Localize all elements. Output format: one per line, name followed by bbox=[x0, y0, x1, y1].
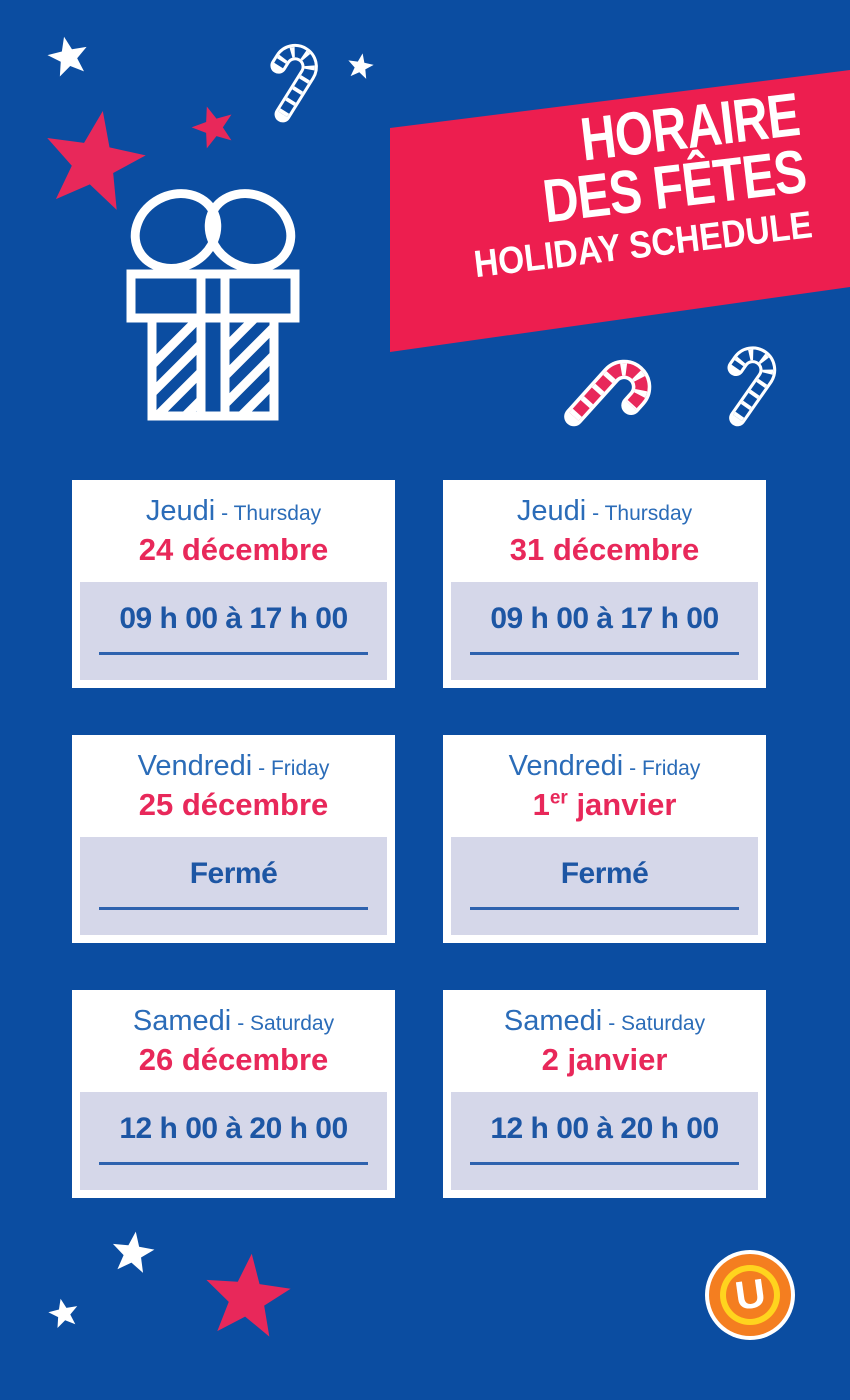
gift-icon bbox=[126, 189, 300, 421]
card-date: 24 décembre bbox=[139, 532, 329, 568]
logo-letter: U bbox=[731, 1271, 769, 1319]
divider-line bbox=[470, 1162, 739, 1165]
candy-cane-icon bbox=[564, 359, 652, 427]
day-en: - Thursday bbox=[592, 501, 693, 525]
card-hours-panel: 12 h 00 à 20 h 00 bbox=[451, 1092, 758, 1190]
day-en: - Friday bbox=[629, 756, 701, 780]
card-hours-panel: 09 h 00 à 17 h 00 bbox=[451, 582, 758, 680]
date-text: 2 janvier bbox=[541, 1041, 668, 1077]
schedule-card: Samedi - Saturday 26 décembre 12 h 00 à 2… bbox=[72, 990, 395, 1198]
star-icon bbox=[206, 1253, 291, 1337]
card-header: Vendredi - Friday 25 décembre bbox=[72, 735, 395, 837]
card-date: 25 décembre bbox=[139, 787, 329, 823]
day-en: - Friday bbox=[258, 756, 330, 780]
schedule-card: Vendredi - Friday 1er janvier Fermé bbox=[443, 735, 766, 943]
card-header: Samedi - Saturday 2 janvier bbox=[443, 990, 766, 1092]
schedule-card: Jeudi - Thursday 24 décembre 09 h 00 à 17… bbox=[72, 480, 395, 688]
candy-cane-icon bbox=[270, 44, 318, 123]
card-hours: 12 h 00 à 20 h 00 bbox=[119, 1112, 348, 1145]
date-text: 25 décembre bbox=[138, 786, 329, 822]
card-day-label: Samedi - Saturday bbox=[133, 1005, 334, 1040]
day-en: - Thursday bbox=[221, 501, 322, 525]
card-date: 26 décembre bbox=[139, 1042, 329, 1078]
schedule-card: Jeudi - Thursday 31 décembre 09 h 00 à 17… bbox=[443, 480, 766, 688]
day-fr: Vendredi bbox=[137, 749, 253, 782]
card-date: 1er janvier bbox=[533, 787, 677, 823]
card-hours-panel: Fermé bbox=[80, 837, 387, 935]
card-header: Jeudi - Thursday 24 décembre bbox=[72, 480, 395, 582]
card-date: 2 janvier bbox=[542, 1042, 668, 1078]
schedule-grid: Jeudi - Thursday 24 décembre 09 h 00 à 17… bbox=[72, 480, 766, 1198]
card-hours: 09 h 00 à 17 h 00 bbox=[490, 602, 719, 635]
day-fr: Samedi bbox=[132, 1004, 232, 1037]
date-text: 1 bbox=[532, 786, 550, 822]
card-hours: 09 h 00 à 17 h 00 bbox=[119, 602, 348, 635]
banner-text: HORAIRE DES FÊTES HOLIDAY SCHEDULE bbox=[411, 80, 814, 293]
star-icon bbox=[48, 1298, 78, 1329]
card-hours-panel: Fermé bbox=[451, 837, 758, 935]
card-day-label: Samedi - Saturday bbox=[504, 1005, 705, 1040]
date-sup: er bbox=[549, 787, 568, 809]
card-day-label: Jeudi - Thursday bbox=[146, 495, 321, 530]
divider-line bbox=[99, 1162, 368, 1165]
star-icon bbox=[47, 110, 146, 210]
divider-line bbox=[99, 907, 368, 910]
date-rest: janvier bbox=[567, 786, 677, 822]
card-hours-panel: 12 h 00 à 20 h 00 bbox=[80, 1092, 387, 1190]
card-hours: 12 h 00 à 20 h 00 bbox=[490, 1112, 719, 1145]
day-fr: Jeudi bbox=[145, 494, 216, 527]
card-hours: Fermé bbox=[560, 857, 649, 890]
card-day-label: Vendredi - Friday bbox=[138, 750, 330, 785]
date-text: 26 décembre bbox=[138, 1041, 329, 1077]
logo-center-disc: U bbox=[726, 1271, 774, 1319]
card-date: 31 décembre bbox=[510, 532, 700, 568]
card-header: Samedi - Saturday 26 décembre bbox=[72, 990, 395, 1092]
divider-line bbox=[99, 652, 368, 655]
card-header: Vendredi - Friday 1er janvier bbox=[443, 735, 766, 837]
date-text: 24 décembre bbox=[138, 531, 329, 567]
schedule-card: Vendredi - Friday 25 décembre Fermé bbox=[72, 735, 395, 943]
candy-cane-icon bbox=[727, 346, 777, 427]
brand-logo: U bbox=[705, 1250, 795, 1340]
card-hours: Fermé bbox=[189, 857, 278, 890]
card-hours-panel: 09 h 00 à 17 h 00 bbox=[80, 582, 387, 680]
day-fr: Samedi bbox=[503, 1004, 603, 1037]
card-day-label: Vendredi - Friday bbox=[509, 750, 701, 785]
card-header: Jeudi - Thursday 31 décembre bbox=[443, 480, 766, 582]
card-day-label: Jeudi - Thursday bbox=[517, 495, 692, 530]
day-en: - Saturday bbox=[237, 1011, 335, 1035]
divider-line bbox=[470, 652, 739, 655]
divider-line bbox=[470, 907, 739, 910]
star-icon bbox=[112, 1231, 155, 1273]
star-icon bbox=[348, 53, 374, 79]
date-text: 31 décembre bbox=[509, 531, 700, 567]
day-en: - Saturday bbox=[608, 1011, 706, 1035]
star-icon bbox=[47, 36, 87, 77]
schedule-card: Samedi - Saturday 2 janvier 12 h 00 à 20 … bbox=[443, 990, 766, 1198]
day-fr: Jeudi bbox=[516, 494, 587, 527]
star-icon bbox=[191, 106, 232, 149]
day-fr: Vendredi bbox=[508, 749, 624, 782]
